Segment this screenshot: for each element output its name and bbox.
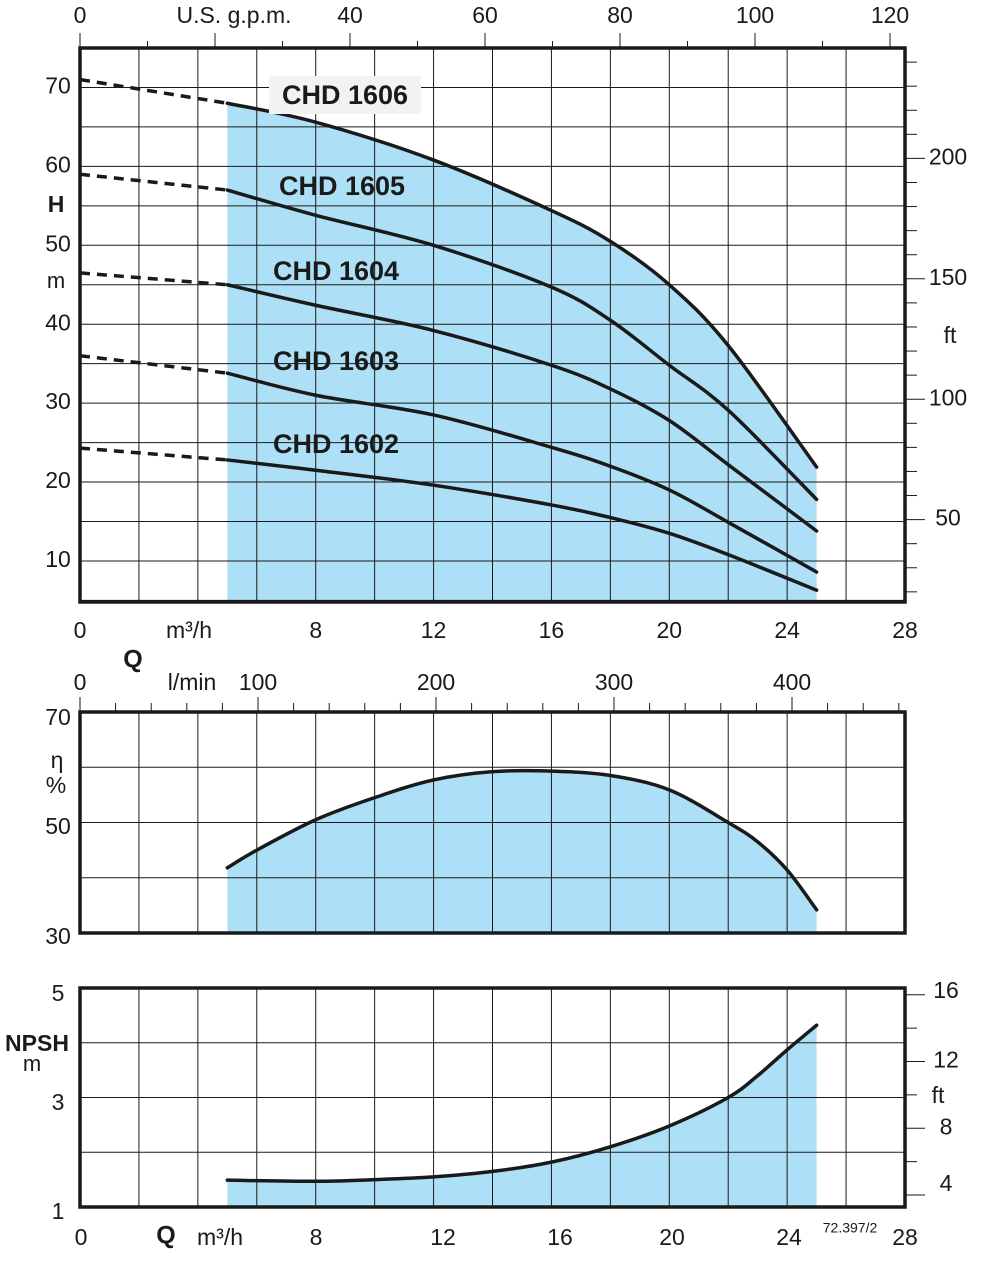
series-label: CHD 1602 xyxy=(273,429,399,459)
series-extrapolation-dashed xyxy=(79,77,228,105)
gpm-tick-label: 40 xyxy=(337,2,363,28)
series-label: CHD 1604 xyxy=(273,256,399,286)
y-tick-label: 50 xyxy=(45,813,71,839)
x-tick-label: 28 xyxy=(892,617,918,643)
ft-tick-label: 4 xyxy=(940,1170,953,1196)
x-tick-label: 16 xyxy=(539,617,565,643)
y-tick-label: 70 xyxy=(45,704,71,730)
ft-tick-label: 50 xyxy=(935,505,961,531)
lmin-tick-label: 0 xyxy=(74,669,87,695)
y-axis-title: NPSH xyxy=(5,1030,69,1056)
x-axis-unit: m³/h xyxy=(197,1224,243,1250)
x-tick-label: 0 xyxy=(75,1224,88,1250)
y-tick-label: 40 xyxy=(45,309,71,335)
series-line-chd-1604 xyxy=(225,283,819,533)
gpm-tick-label: 60 xyxy=(472,2,498,28)
series-label: CHD 1606 xyxy=(282,80,408,110)
x-tick-label: 0 xyxy=(74,617,87,643)
gpm-tick-label: 100 xyxy=(736,2,774,28)
x-axis-unit: m³/h xyxy=(166,617,212,643)
y-axis-title: η xyxy=(51,747,64,773)
gpm-tick-label: 80 xyxy=(607,2,633,28)
y-tick-label: 30 xyxy=(45,923,71,949)
y-axis-unit: % xyxy=(46,772,66,798)
y-tick-label: 20 xyxy=(45,467,71,493)
series-extrapolation-dashed xyxy=(79,354,228,375)
series-line-chd-1605 xyxy=(225,188,819,502)
efficiency-plot-frame xyxy=(78,710,907,935)
x-tick-label: 24 xyxy=(774,617,800,643)
y-tick-label: 70 xyxy=(45,73,71,99)
gpm-tick-label: 120 xyxy=(871,2,909,28)
y-axis-title: H xyxy=(48,191,65,217)
series-line-chd-1603 xyxy=(225,371,819,574)
x-tick-label: 8 xyxy=(309,617,322,643)
y-axis-unit: m xyxy=(23,1051,41,1076)
y-tick-label: 5 xyxy=(52,980,65,1006)
lmin-tick-label: 200 xyxy=(417,669,455,695)
series-line-chd-1606 xyxy=(225,101,819,469)
ft-tick-label: 150 xyxy=(929,264,967,290)
npsh-chart xyxy=(78,986,907,1209)
x-tick-label: 8 xyxy=(310,1224,323,1250)
drawing-code: 72.397/2 xyxy=(823,1220,878,1236)
y-tick-label: 10 xyxy=(45,546,71,572)
series-line-chd-1602 xyxy=(225,458,819,592)
gpm-axis-unit: U.S. g.p.m. xyxy=(176,2,291,28)
ft-tick-label: 100 xyxy=(929,384,967,410)
x-tick-label: 12 xyxy=(430,1224,456,1250)
series-label-background xyxy=(269,76,421,114)
series-extrapolation-dashed xyxy=(79,446,228,462)
x-axis-title: Q xyxy=(156,1222,175,1250)
x-axis-title: Q xyxy=(123,646,142,674)
ft-axis-unit: ft xyxy=(932,1082,945,1108)
y-tick-label: 3 xyxy=(52,1089,65,1115)
gpm-tick-label: 0 xyxy=(74,2,87,28)
x-tick-label: 12 xyxy=(421,617,447,643)
lmin-axis-unit: l/min xyxy=(168,669,217,695)
y-tick-label: 50 xyxy=(45,230,71,256)
ft-tick-label: 200 xyxy=(929,143,967,169)
y-axis-unit: m xyxy=(47,268,65,293)
series-label: CHD 1605 xyxy=(279,171,405,201)
lmin-tick-label: 100 xyxy=(239,669,277,695)
lmin-tick-label: 300 xyxy=(595,669,633,695)
series-extrapolation-dashed xyxy=(79,271,228,287)
ft-tick-label: 16 xyxy=(933,977,959,1003)
lmin-tick-label: 400 xyxy=(773,669,811,695)
efficiency-chart xyxy=(78,710,907,935)
x-tick-label: 16 xyxy=(547,1224,573,1250)
y-tick-label: 30 xyxy=(45,388,71,414)
y-tick-label: 1 xyxy=(52,1198,65,1224)
head-plot-frame xyxy=(78,46,907,604)
series-label: CHD 1603 xyxy=(273,346,399,376)
series-extrapolation-dashed xyxy=(79,172,228,192)
ft-tick-label: 12 xyxy=(933,1047,959,1073)
head-chart xyxy=(78,46,907,604)
x-tick-label: 28 xyxy=(892,1224,918,1250)
series-line-npsh xyxy=(225,1023,819,1184)
x-tick-label: 20 xyxy=(656,617,682,643)
x-tick-label: 24 xyxy=(776,1224,802,1250)
y-tick-label: 60 xyxy=(45,151,71,177)
ft-tick-label: 8 xyxy=(940,1113,953,1139)
npsh-plot-frame xyxy=(78,986,907,1209)
ft-axis-unit: ft xyxy=(944,322,957,348)
series-line-efficiency xyxy=(225,768,819,912)
x-tick-label: 20 xyxy=(659,1224,685,1250)
